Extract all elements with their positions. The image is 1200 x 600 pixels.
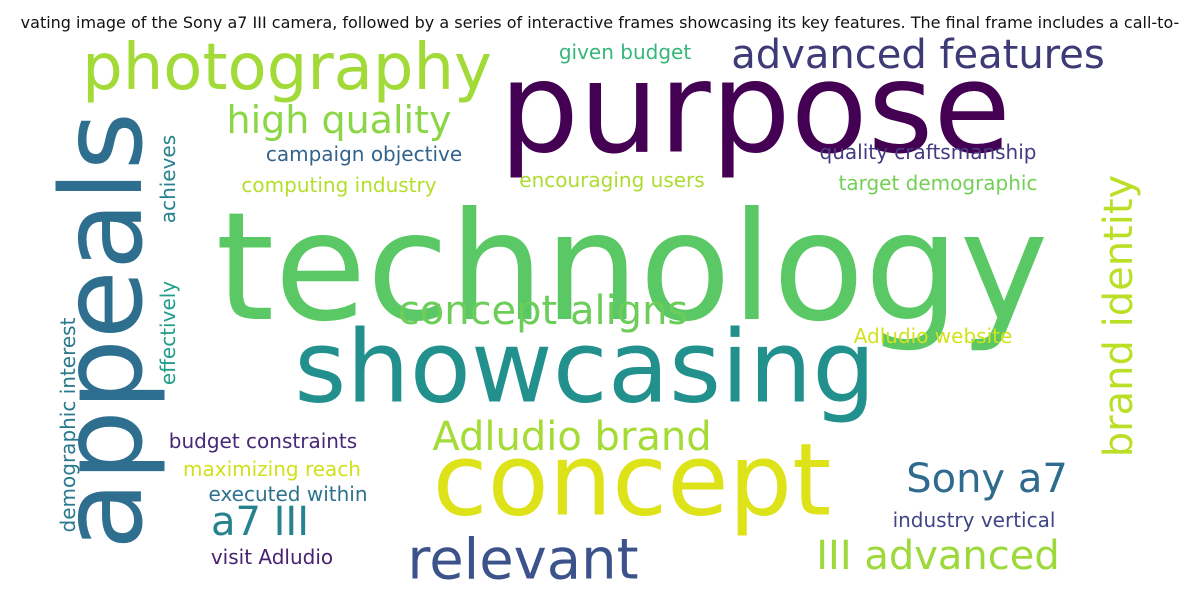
cloud-word: encouraging users — [519, 168, 704, 192]
cloud-word: appeals — [38, 112, 168, 550]
cloud-word: photography — [82, 31, 492, 105]
cloud-word: Adludio website — [854, 324, 1013, 348]
cloud-word: Adludio brand — [432, 414, 711, 460]
cloud-word: visit Adludio — [211, 545, 333, 569]
cloud-word: a7 III — [211, 499, 309, 545]
cloud-word: computing industry — [241, 173, 436, 197]
cloud-word: given budget — [559, 40, 691, 64]
cloud-word: industry vertical — [893, 508, 1056, 532]
cloud-word: purpose — [499, 35, 1011, 182]
cloud-word: maximizing reach — [183, 457, 361, 481]
cloud-word: concept — [433, 422, 832, 539]
cloud-word: relevant — [407, 528, 638, 593]
cloud-word: campaign objective — [266, 142, 462, 166]
cloud-word: target demographic — [839, 171, 1038, 195]
cloud-word: executed within — [208, 482, 367, 506]
cloud-word: advanced features — [731, 32, 1104, 78]
cloud-word: Sony a7 — [906, 456, 1068, 502]
cloud-word: quality craftsmanship — [820, 140, 1037, 164]
cloud-word: brand identity — [1096, 175, 1142, 457]
cloud-word: achieves — [156, 135, 180, 223]
cloud-title: vating image of the Sony a7 III camera, … — [20, 13, 1180, 32]
cloud-word: effectively — [156, 281, 180, 385]
cloud-word: technology — [216, 181, 1049, 355]
cloud-word: concept aligns — [398, 288, 689, 334]
cloud-word: budget constraints — [169, 429, 357, 453]
cloud-word: demographic interest — [56, 317, 80, 532]
cloud-word: high quality — [227, 98, 452, 142]
cloud-word: showcasing — [294, 309, 875, 426]
cloud-word: III advanced — [816, 533, 1060, 579]
